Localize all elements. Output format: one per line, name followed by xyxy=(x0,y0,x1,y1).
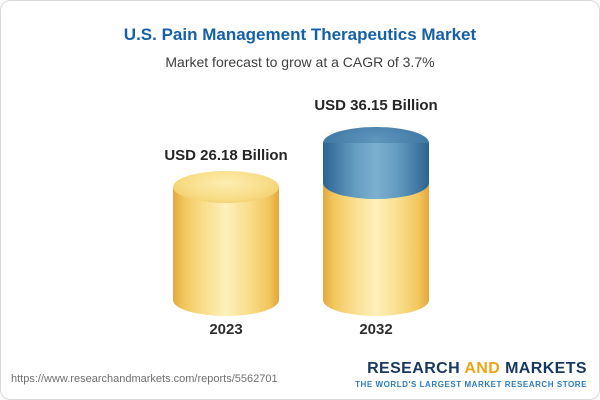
value-label-2032: USD 36.15 Billion xyxy=(314,97,438,114)
logo-word-and: AND xyxy=(464,360,501,377)
value-label-2023: USD 26.18 Billion xyxy=(164,147,288,164)
bar-2023 xyxy=(173,171,279,316)
category-label-2032: 2032 xyxy=(359,321,393,338)
research-and-markets-logo[interactable]: RESEARCH AND MARKETS THE WORLD'S LARGEST… xyxy=(355,360,587,389)
bar-2023-body xyxy=(173,187,279,316)
logo-word-markets: MARKETS xyxy=(505,360,587,377)
logo-wordmark: RESEARCH AND MARKETS xyxy=(355,360,587,378)
bar-2032 xyxy=(323,127,429,316)
chart-title: U.S. Pain Management Therapeutics Market xyxy=(123,25,477,44)
category-label-2023: 2023 xyxy=(209,321,243,338)
report-url-link[interactable]: https://www.researchandmarkets.com/repor… xyxy=(11,373,278,385)
logo-word-research: RESEARCH xyxy=(367,360,461,377)
bar-2023-top xyxy=(173,171,279,203)
chart-subtitle: Market forecast to grow at a CAGR of 3.7… xyxy=(165,54,435,70)
bar-2032-growth-segment xyxy=(323,143,429,199)
bar-2032-base-segment xyxy=(323,183,429,316)
logo-tagline: THE WORLD'S LARGEST MARKET RESEARCH STOR… xyxy=(355,380,587,389)
